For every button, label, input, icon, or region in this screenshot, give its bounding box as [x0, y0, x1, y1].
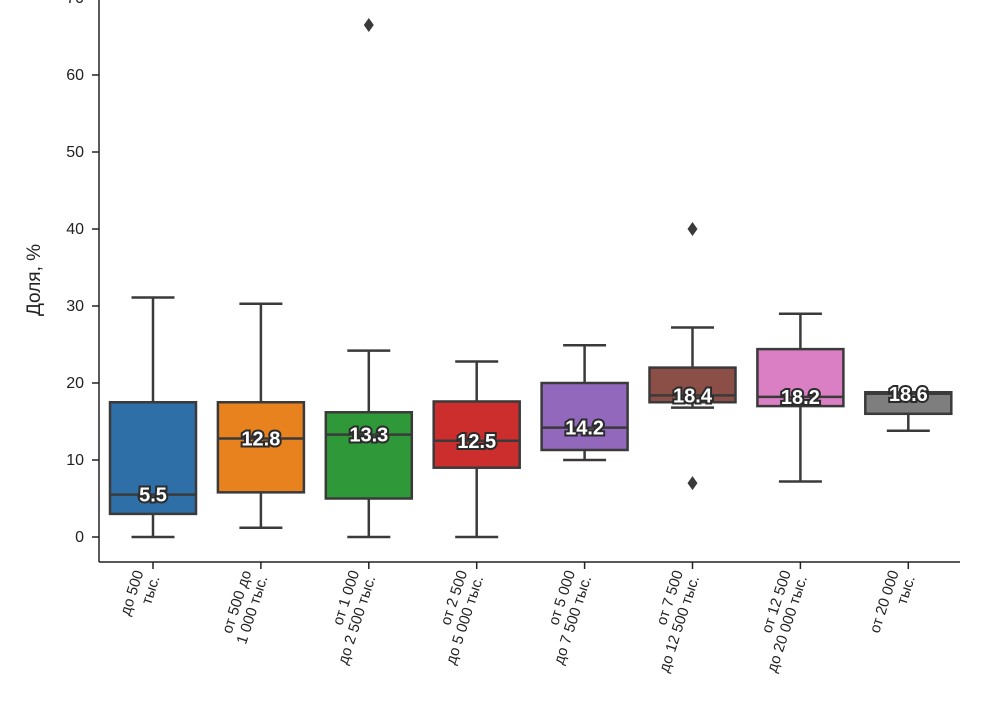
y-tick-label: 20 [66, 375, 84, 392]
x-tick-label: от 500 до1 000 тыс. [219, 568, 272, 646]
box-group: 18.4 [648, 222, 737, 491]
median-label: 12.5 [457, 431, 496, 453]
outlier-point [687, 222, 698, 236]
box-group: 18.2 [756, 312, 845, 483]
y-axis-label: Доля, % [24, 244, 45, 316]
y-tick-label: 0 [75, 529, 84, 546]
y-tick-label: 30 [66, 298, 84, 315]
box-group: 18.6 [864, 382, 953, 432]
median-label: 13.3 [349, 425, 388, 447]
y-tick-label: 60 [66, 67, 84, 84]
y-tick-label: 50 [66, 144, 84, 161]
box-group: 12.8 [216, 302, 306, 530]
box-body [540, 381, 629, 452]
outlier-point [687, 476, 698, 491]
y-tick-label: 40 [66, 221, 84, 238]
box-body [432, 400, 521, 469]
y-tick-label: 10 [66, 452, 84, 469]
y-ticks: 0 10 20 30 40 50 60 70 [66, 0, 99, 546]
box-group: 13.3 [324, 17, 414, 539]
outlier-point [363, 17, 374, 32]
box-group: 12.5 [432, 360, 521, 539]
median-label: 18.6 [889, 384, 928, 406]
median-label: 12.8 [241, 428, 280, 450]
box-body [324, 411, 414, 500]
box-series: 5.5 12.8 13.3 12.5 14.2 18.4 18.2 18.6 [108, 17, 953, 539]
box-group: 14.2 [540, 344, 629, 462]
median-label: 5.5 [139, 485, 167, 507]
y-tick-label: 70 [66, 0, 84, 7]
median-label: 18.2 [781, 387, 820, 409]
median-label: 18.4 [673, 385, 713, 407]
box-group: 5.5 [108, 296, 198, 539]
axes [98, 0, 960, 563]
median-label: 14.2 [565, 418, 604, 440]
box-body [864, 390, 953, 416]
box-body [216, 401, 306, 494]
